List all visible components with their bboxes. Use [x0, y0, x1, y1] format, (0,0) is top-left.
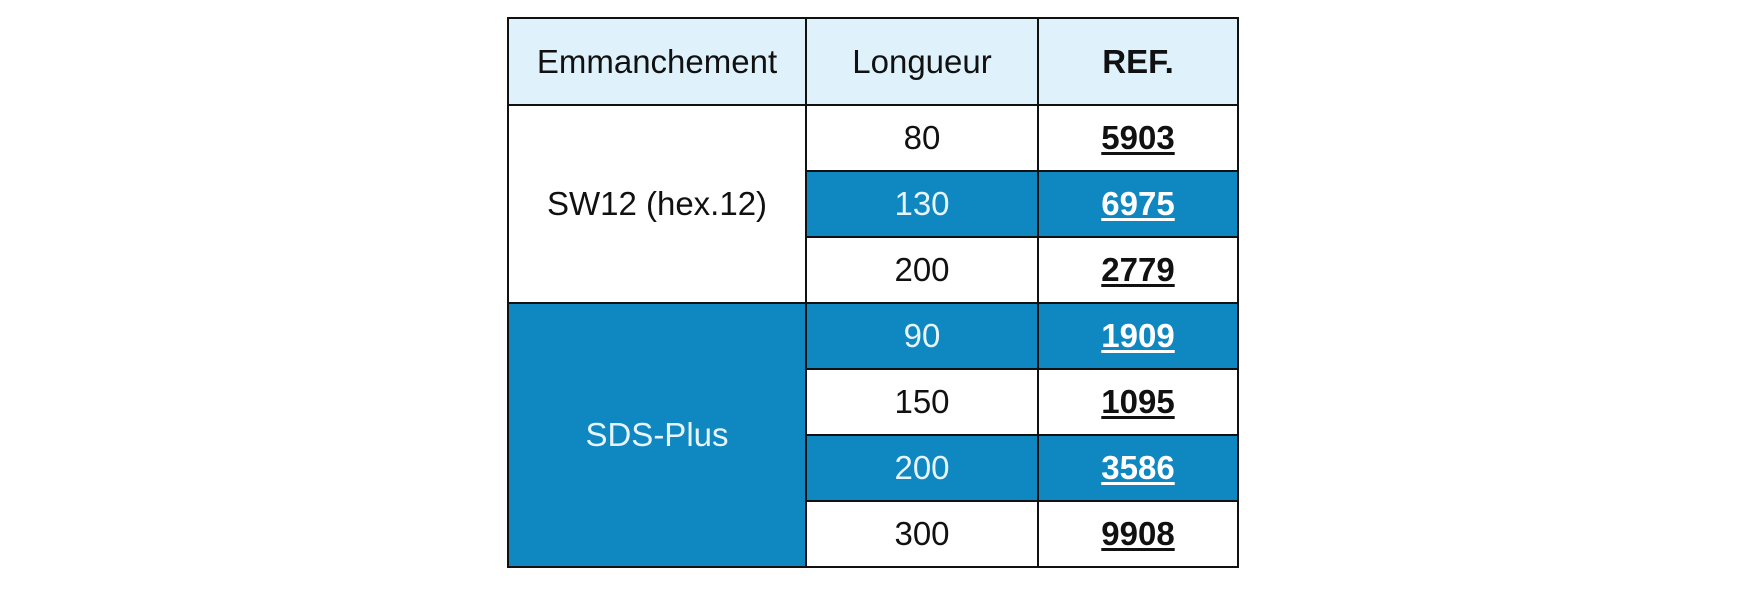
length-cell: 200 — [805, 434, 1039, 502]
ref-cell: 5903 — [1037, 104, 1239, 172]
header-row: Emmanchement Longueur REF. — [507, 17, 1239, 106]
shank-cell-sds-plus: SDS-Plus — [507, 302, 807, 568]
table-row: 130 6975 — [508, 170, 1239, 238]
length-cell: 200 — [805, 236, 1039, 304]
ref-link[interactable]: 1909 — [1101, 317, 1175, 354]
ref-link[interactable]: 3586 — [1101, 449, 1175, 486]
ref-cell: 1095 — [1037, 368, 1239, 436]
ref-cell: 9908 — [1037, 500, 1239, 568]
ref-link[interactable]: 1095 — [1101, 383, 1175, 420]
table-row: SDS-Plus 90 1909 — [507, 302, 1239, 568]
header-length: Longueur — [805, 17, 1039, 106]
ref-cell: 6975 — [1037, 170, 1239, 238]
ref-link[interactable]: 5903 — [1101, 119, 1175, 156]
length-cell: 130 — [805, 170, 1039, 238]
length-cell: 80 — [805, 104, 1039, 172]
header-ref: REF. — [1037, 17, 1239, 106]
table-row: 150 1095 — [508, 368, 1239, 436]
ref-link[interactable]: 2779 — [1101, 251, 1175, 288]
table-row: 300 9908 — [508, 500, 1239, 568]
table-row: SW12 (hex.12) 80 5903 — [507, 104, 1239, 304]
length-cell: 150 — [805, 368, 1039, 436]
header-shank: Emmanchement — [507, 17, 807, 106]
table-row: 200 2779 — [508, 236, 1239, 304]
length-cell: 90 — [805, 302, 1039, 370]
length-cell: 300 — [805, 500, 1039, 568]
ref-link[interactable]: 6975 — [1101, 185, 1175, 222]
reference-table: Emmanchement Longueur REF. SW12 (hex.12)… — [507, 17, 1239, 568]
ref-link[interactable]: 9908 — [1101, 515, 1175, 552]
ref-cell: 2779 — [1037, 236, 1239, 304]
ref-cell: 1909 — [1037, 302, 1239, 370]
shank-cell-sw12: SW12 (hex.12) — [507, 104, 807, 304]
table-row: 200 3586 — [508, 434, 1239, 502]
ref-cell: 3586 — [1037, 434, 1239, 502]
